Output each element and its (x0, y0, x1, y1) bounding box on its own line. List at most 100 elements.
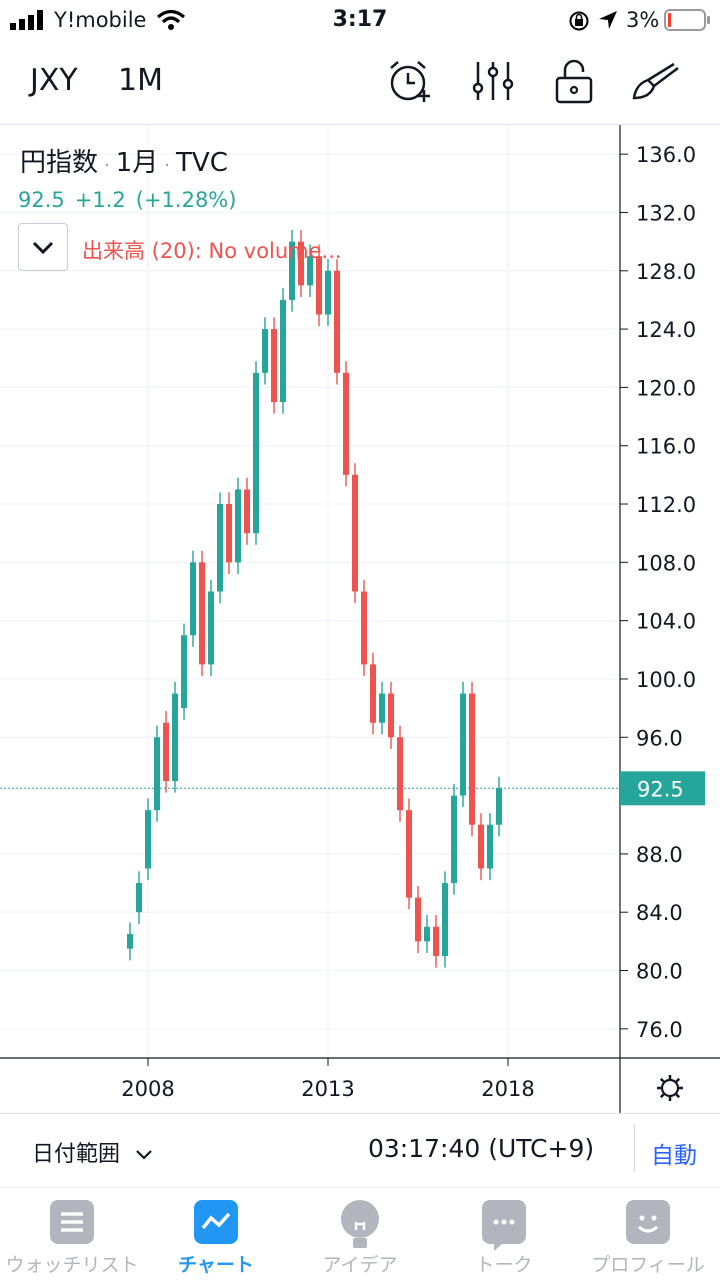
candle-body (406, 810, 412, 898)
chart-icon (194, 1200, 238, 1244)
y-tick-label: 84.0 (636, 901, 683, 925)
tab-watchlist[interactable]: ウォッチリスト (0, 1188, 144, 1281)
candle-body (127, 934, 133, 949)
tab-profile[interactable]: プロフィール (576, 1188, 720, 1281)
y-tick-label: 100.0 (636, 668, 696, 692)
y-tick-label: 128.0 (636, 260, 696, 284)
candle-body (496, 788, 502, 825)
candle-body (316, 256, 322, 315)
candle-body (352, 474, 358, 592)
candle-body (397, 737, 403, 811)
candle-body (343, 372, 349, 475)
carrier-name: Y!mobile (54, 8, 147, 32)
candle-body (469, 693, 475, 825)
chat-icon (482, 1200, 526, 1251)
auto-scale-label: 自動 (651, 1143, 697, 1169)
candle-body (379, 693, 385, 723)
candle-body (451, 795, 457, 884)
legend-collapse-button[interactable] (18, 223, 68, 271)
candle-body (136, 883, 142, 913)
candle-body (181, 635, 187, 709)
candle-body (253, 372, 259, 534)
candle-body (478, 824, 484, 869)
chart-area[interactable]: 136.0 132.0 128.0 124.0 120.0 116.0 112.0 108.0… (0, 125, 720, 1113)
tab-label: アイデア (322, 1254, 398, 1276)
candle-body (487, 824, 493, 869)
list-icon (50, 1200, 94, 1244)
symbol-button[interactable]: JXY (30, 63, 78, 98)
battery-percent: 3% (626, 8, 660, 32)
y-tick-label: 96.0 (636, 726, 683, 750)
y-tick-label: 112.0 (636, 493, 696, 517)
date-range-button[interactable]: 日付範囲 (32, 1136, 153, 1168)
orientation-lock-icon (569, 11, 589, 31)
x-tick-label: 2008 (121, 1077, 174, 1101)
candle-body (244, 489, 250, 534)
y-tick-label: 88.0 (636, 843, 683, 867)
candle-body (298, 241, 304, 286)
candle-body (154, 737, 160, 811)
date-range-label: 日付範囲 (32, 1142, 121, 1167)
candle-body (199, 562, 205, 665)
signal-icon (10, 10, 43, 30)
candle-body (388, 693, 394, 738)
tab-label: ウォッチリスト (5, 1254, 139, 1276)
candle-body (361, 591, 367, 665)
interval-button[interactable]: 1M (118, 63, 163, 98)
time-zone-clock[interactable]: 03:17:40 (UTC+9) (368, 1134, 595, 1163)
tab-talk[interactable]: トーク (432, 1188, 576, 1281)
candle-body (271, 329, 277, 402)
candle-body (217, 504, 223, 592)
legend-last-price: 92.5 (18, 188, 65, 212)
drawing-brush-icon[interactable] (630, 58, 680, 104)
legend-change: +1.2 (74, 188, 126, 212)
auto-scale-button[interactable]: 自動 (634, 1124, 720, 1172)
indicators-icon[interactable] (468, 58, 518, 104)
legend-change-percent: (+1.28%) (135, 188, 237, 212)
chevron-down-icon (136, 1150, 152, 1160)
candle-body (208, 591, 214, 665)
candle-body (370, 664, 376, 723)
legend-title: 円指数 · 1月 · TVC (20, 148, 228, 178)
alarm-add-icon[interactable] (386, 58, 436, 104)
tab-label: チャート (178, 1254, 254, 1276)
tab-label: トーク (475, 1254, 533, 1276)
location-icon (599, 11, 617, 29)
y-tick-label: 108.0 (636, 551, 696, 575)
status-time: 3:17 (332, 7, 388, 32)
y-tick-label: 120.0 (636, 376, 696, 400)
status-bar: Y!mobile 3:17 3% (0, 0, 720, 40)
battery-icon (664, 9, 710, 31)
legend-price: 92.5 +1.2 (+1.28%) (18, 188, 246, 212)
y-tick-label: 76.0 (636, 1018, 683, 1042)
candle-body (226, 504, 232, 563)
tab-ideas[interactable]: アイデア (288, 1188, 432, 1281)
bottom-toolbar: 日付範囲 03:17:40 (UTC+9) 自動 (0, 1113, 720, 1188)
tab-chart[interactable]: チャート (144, 1188, 288, 1281)
y-tick-label: 136.0 (636, 143, 696, 167)
candle-body (442, 883, 448, 956)
last-price-tag (620, 771, 705, 806)
y-tick-label: 124.0 (636, 318, 696, 342)
candle-body (280, 299, 286, 402)
candle-body (190, 562, 196, 636)
candle-body (433, 926, 439, 956)
candle-body (307, 256, 313, 286)
volume-indicator-label[interactable]: 出来高 (20): No volume... (82, 239, 342, 263)
legend-symbol-name: 円指数 (20, 148, 99, 178)
lock-icon[interactable] (550, 58, 600, 104)
wifi-icon (156, 9, 186, 30)
settings-gear-icon[interactable] (657, 1075, 683, 1101)
candle-body (334, 270, 340, 373)
tab-label: プロフィール (591, 1254, 705, 1276)
candle-body (262, 329, 268, 373)
y-tick-label: 116.0 (636, 435, 696, 459)
legend-interval: 1月 (115, 148, 159, 178)
candlestick-chart[interactable]: 136.0 132.0 128.0 124.0 120.0 116.0 112.0 108.0… (0, 125, 720, 1113)
lightbulb-icon (341, 1200, 379, 1248)
y-tick-label: 104.0 (636, 610, 696, 634)
last-price-label: 92.5 (637, 777, 684, 801)
candle-body (460, 693, 466, 796)
candle-body (415, 897, 421, 942)
candle-body (325, 270, 331, 315)
